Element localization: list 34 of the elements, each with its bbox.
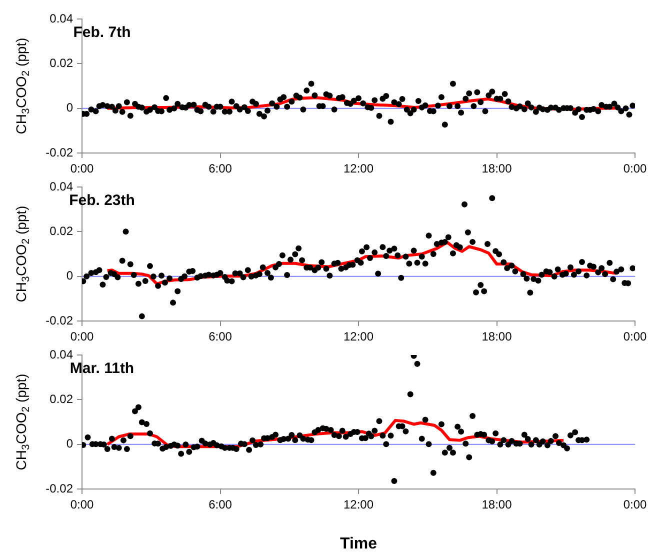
x-tick-label: 6:00 [208,498,232,512]
x-tick-label: 0:00 [70,330,94,344]
y-axis-title: CH3COO2 (ppt) [12,374,32,470]
chart-title: Mar. 11th [70,360,134,378]
y-tick-label: 0.04 [50,179,74,194]
y-tick-label: -0.02 [46,145,74,160]
y-tick-label: 0.02 [50,224,74,238]
x-tick-label: 18:00 [482,162,512,176]
x-tick-label: 12:00 [343,162,374,176]
y-axis-title: CH3COO2 (ppt) [12,206,32,302]
y-axis-title: CH3COO2 (ppt) [12,38,32,134]
y-tick-label: -0.02 [46,481,74,496]
x-tick-label: 6:00 [208,162,232,176]
x-tick-label: 12:00 [343,498,374,512]
y-tick-label: -0.02 [46,313,74,328]
x-tick-label: 0:00 [70,162,94,176]
y-tick-label: 0.02 [50,392,74,406]
y-tick-label: 0 [66,436,74,451]
x-tick-label: 12:00 [343,330,374,344]
x-tick-label: 0:00 [623,162,647,176]
x-tick-label: 18:00 [482,330,512,344]
chart-title: Feb. 23th [69,192,135,210]
y-tick-label: 0.04 [50,347,74,362]
x-tick-label: 6:00 [208,330,232,344]
x-tick-label: 0:00 [623,330,647,344]
y-tick-label: 0 [66,268,74,283]
x-axis-title: Time [340,535,378,552]
chart-title: Feb. 7th [73,24,131,42]
y-tick-label: 0 [66,100,74,115]
y-tick-label: 0.04 [50,11,74,26]
x-tick-label: 0:00 [623,498,647,512]
x-tick-label: 18:00 [482,498,512,512]
y-tick-label: 0.02 [50,56,74,70]
x-tick-label: 0:00 [70,498,94,512]
